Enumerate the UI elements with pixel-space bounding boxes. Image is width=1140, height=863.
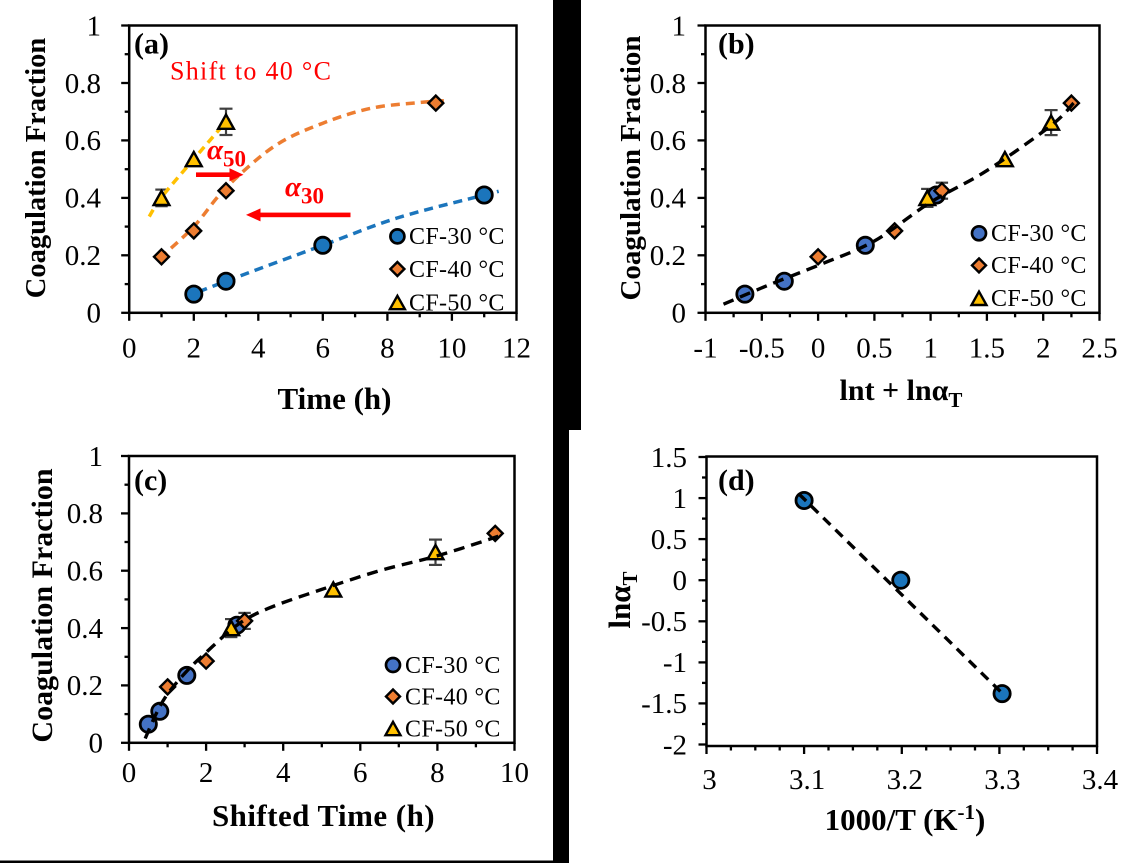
svg-text:0.8: 0.8 (65, 68, 101, 100)
svg-text:1: 1 (87, 10, 102, 42)
svg-text:10: 10 (500, 757, 529, 789)
svg-text:0.6: 0.6 (67, 556, 103, 588)
svg-text:1: 1 (923, 333, 938, 365)
svg-text:0: 0 (87, 298, 102, 330)
svg-text:1.5: 1.5 (969, 333, 1005, 365)
svg-text:CF-50 °C: CF-50 °C (405, 716, 501, 742)
svg-text:0.2: 0.2 (67, 670, 103, 702)
svg-text:0: 0 (122, 333, 137, 365)
svg-text:(b): (b) (718, 28, 755, 61)
svg-text:0.5: 0.5 (651, 524, 687, 556)
svg-text:CF-30 °C: CF-30 °C (991, 221, 1087, 247)
svg-text:3.3: 3.3 (984, 764, 1020, 796)
svg-text:-0.5: -0.5 (739, 333, 785, 365)
svg-text:CF-40 °C: CF-40 °C (991, 253, 1087, 279)
svg-text:0.4: 0.4 (650, 183, 687, 215)
svg-text:3.4: 3.4 (1082, 764, 1119, 796)
svg-text:0.2: 0.2 (65, 240, 101, 272)
svg-text:3.2: 3.2 (887, 764, 923, 796)
svg-text:0: 0 (89, 728, 104, 760)
svg-text:α50: α50 (207, 134, 246, 172)
svg-text:1: 1 (673, 483, 688, 515)
svg-text:lnt + lnαT: lnt + lnαT (840, 374, 963, 412)
svg-text:Coagulation Fraction: Coagulation Fraction (21, 38, 52, 299)
svg-text:4: 4 (251, 333, 266, 365)
svg-text:6: 6 (353, 757, 368, 789)
svg-text:Coagulation Fraction: Coagulation Fraction (26, 468, 59, 742)
svg-text:4: 4 (276, 757, 291, 789)
svg-text:-1: -1 (663, 647, 687, 679)
svg-text:6: 6 (316, 333, 331, 365)
svg-text:-1: -1 (693, 333, 717, 365)
svg-text:10: 10 (437, 333, 466, 365)
svg-text:0: 0 (673, 565, 688, 597)
svg-text:-2: -2 (663, 729, 687, 761)
svg-text:Time (h): Time (h) (278, 381, 392, 416)
svg-text:Coagulation Fraction: Coagulation Fraction (615, 35, 647, 300)
svg-text:CF-50 °C: CF-50 °C (991, 286, 1087, 312)
svg-text:0.8: 0.8 (650, 68, 686, 100)
svg-text:(c): (c) (134, 464, 167, 497)
svg-text:Shift to 40 °C: Shift to 40 °C (170, 57, 332, 86)
svg-text:3: 3 (702, 764, 717, 796)
svg-text:-1.5: -1.5 (641, 688, 687, 720)
svg-text:2: 2 (199, 757, 214, 789)
svg-text:CF-40 °C: CF-40 °C (405, 684, 501, 710)
svg-text:0.8: 0.8 (67, 498, 103, 530)
svg-text:8: 8 (430, 757, 445, 789)
svg-text:0.4: 0.4 (65, 183, 102, 215)
svg-text:CF-30 °C: CF-30 °C (405, 653, 501, 679)
svg-text:1.5: 1.5 (651, 442, 687, 474)
svg-text:0.5: 0.5 (856, 333, 892, 365)
svg-text:0.2: 0.2 (650, 240, 686, 272)
svg-text:1: 1 (672, 10, 687, 42)
svg-text:-0.5: -0.5 (641, 606, 687, 638)
svg-text:0.6: 0.6 (650, 125, 686, 157)
svg-text:0: 0 (122, 757, 137, 789)
svg-text:8: 8 (380, 333, 395, 365)
svg-text:CF-50 °C: CF-50 °C (409, 290, 505, 316)
svg-text:(a): (a) (134, 28, 169, 61)
svg-text:1: 1 (89, 441, 104, 473)
svg-text:2.5: 2.5 (1081, 333, 1117, 365)
svg-text:(d): (d) (718, 464, 755, 497)
svg-text:0.6: 0.6 (65, 125, 101, 157)
svg-text:0: 0 (811, 333, 826, 365)
svg-text:3.1: 3.1 (789, 764, 825, 796)
svg-text:CF-40 °C: CF-40 °C (409, 257, 505, 283)
svg-text:Shifted Time (h): Shifted Time (h) (212, 798, 435, 833)
svg-text:2: 2 (1036, 333, 1051, 365)
svg-text:0.4: 0.4 (67, 613, 104, 645)
svg-text:0: 0 (672, 298, 687, 330)
svg-text:α30: α30 (285, 171, 324, 209)
svg-text:CF-30 °C: CF-30 °C (409, 224, 505, 250)
svg-text:2: 2 (187, 333, 202, 365)
svg-text:12: 12 (502, 333, 531, 365)
